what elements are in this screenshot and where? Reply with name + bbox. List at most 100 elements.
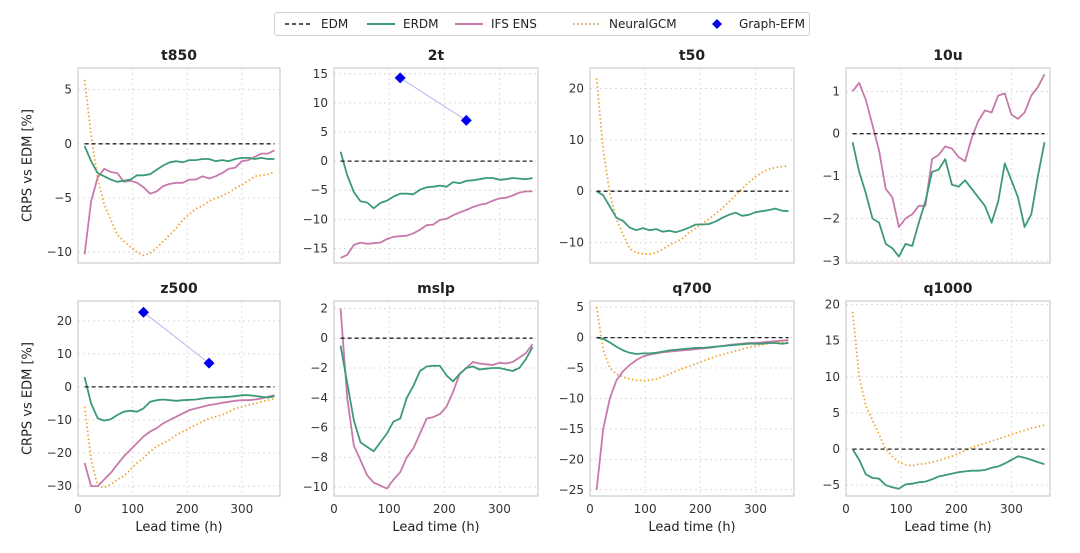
series-neuralgcm-line <box>851 311 1045 467</box>
series-erdm-line <box>596 190 789 234</box>
y-tick-label: 0 <box>64 380 72 394</box>
series-graph-efm-line <box>399 77 467 121</box>
y-tick-label: 20 <box>57 314 72 328</box>
x-tick-label: 300 <box>230 502 253 516</box>
x-axis-label: Lead time (h) <box>135 520 223 535</box>
axes-frame <box>589 300 795 497</box>
y-axis-label: CRPS vs EDM [%] <box>20 341 36 455</box>
axes-frame <box>333 300 539 497</box>
series-neuralgcm-line <box>83 79 275 257</box>
panel-2t: −15 −10 −5 0 5 10 15 <box>303 67 539 264</box>
series-erdm-line <box>596 336 789 355</box>
x-tick-label: 100 <box>890 502 913 516</box>
y-tick-label: 0 <box>576 331 584 345</box>
y-tick-label: −15 <box>559 422 584 436</box>
series-ifs-ens-line <box>595 339 789 490</box>
y-tick-label: 10 <box>569 133 584 147</box>
x-tick-label: 300 <box>488 502 511 516</box>
series-ifs-ens-line <box>340 190 533 259</box>
y-tick-label: −10 <box>303 212 328 226</box>
series-erdm-line <box>851 448 1045 490</box>
y-tick-label: −8 <box>310 450 328 464</box>
legend-swatch-neuralgcm <box>573 23 601 25</box>
series-graph-efm-line <box>143 311 210 364</box>
series-erdm-line <box>339 151 533 210</box>
legend-swatch-graph-efm <box>712 19 722 29</box>
legend-label-neuralgcm: NeuralGCM <box>609 17 677 31</box>
y-tick-label: −30 <box>47 479 72 493</box>
panel-t850: −10 −5 0 5 <box>47 67 281 264</box>
axes-frame <box>77 67 281 264</box>
y-tick-label: −10 <box>559 392 584 406</box>
y-tick-label: −2 <box>822 211 840 225</box>
y-tick-label: 15 <box>825 334 840 348</box>
graph-efm-marker <box>138 306 150 318</box>
series-ifs-ens-line <box>851 73 1046 228</box>
x-axis-label: Lead time (h) <box>648 520 736 535</box>
x-tick-label: 100 <box>634 502 657 516</box>
x-tick-label: 300 <box>1000 502 1023 516</box>
y-tick-label: 10 <box>57 347 72 361</box>
legend-item-ifs-ens: IFS ENS <box>455 13 537 35</box>
series-erdm-line <box>83 376 275 422</box>
graph-efm-marker <box>460 114 472 126</box>
legend-item-edm: EDM <box>285 13 348 35</box>
y-tick-label: 0 <box>320 331 328 345</box>
panel-title-mslp: mslp <box>417 281 455 297</box>
y-tick-label: 0 <box>832 442 840 456</box>
y-tick-label: −20 <box>559 452 584 466</box>
x-tick-label: 200 <box>689 502 712 516</box>
series-neuralgcm-line <box>595 306 789 382</box>
y-tick-label: 5 <box>320 125 328 139</box>
x-axis-label: Lead time (h) <box>392 520 480 535</box>
y-tick-label: −25 <box>559 483 584 497</box>
x-tick-label: 200 <box>945 502 968 516</box>
legend-label-ifs-ens: IFS ENS <box>491 17 537 31</box>
y-tick-label: −5 <box>822 478 840 492</box>
y-tick-label: 20 <box>825 298 840 312</box>
axes-frame <box>845 300 1051 497</box>
y-tick-label: −5 <box>310 183 328 197</box>
panel-title-10u: 10u <box>933 48 963 64</box>
series-neuralgcm-line <box>595 78 789 256</box>
graph-efm-marker <box>394 72 406 84</box>
panel-title-t50: t50 <box>678 48 706 64</box>
panel-mslp: −10 −8 −6 −4 −2 0 2 0 100 200 300 <box>303 300 539 516</box>
panel-title-q1000: q1000 <box>923 281 973 297</box>
y-tick-label: −4 <box>310 391 328 405</box>
panel-10u: −3 −2 −1 0 1 <box>822 67 1051 268</box>
panel-title-z500: z500 <box>160 281 198 297</box>
axes-frame <box>333 67 539 264</box>
x-tick-label: 0 <box>842 502 850 516</box>
y-tick-label: −10 <box>559 235 584 249</box>
y-tick-label: −5 <box>54 191 72 205</box>
series-erdm-line <box>339 345 534 453</box>
y-tick-label: 5 <box>832 406 840 420</box>
panel-title-t850: t850 <box>161 48 197 64</box>
graph-efm-marker <box>203 357 215 369</box>
panel-title-2t: 2t <box>427 48 445 64</box>
y-tick-label: 10 <box>825 370 840 384</box>
y-tick-label: −2 <box>310 361 328 375</box>
panel-title-q700: q700 <box>672 281 712 297</box>
y-tick-label: 15 <box>313 67 328 81</box>
y-tick-label: −20 <box>47 446 72 460</box>
series-ifs-ens-line <box>339 308 534 490</box>
legend-swatch-ifs-ens <box>455 23 483 25</box>
y-tick-label: −10 <box>303 480 328 494</box>
series-neuralgcm-line <box>83 397 275 489</box>
y-tick-label: 5 <box>64 83 72 97</box>
axes-frame <box>589 67 795 264</box>
y-tick-label: 0 <box>64 137 72 151</box>
x-tick-label: 200 <box>433 502 456 516</box>
panel-t50: −10 0 10 20 <box>559 67 795 264</box>
y-tick-label: −5 <box>566 361 584 375</box>
y-tick-label: −6 <box>310 421 328 435</box>
y-tick-label: 5 <box>576 300 584 314</box>
x-axis-label: Lead time (h) <box>904 520 992 535</box>
x-tick-label: 100 <box>378 502 401 516</box>
